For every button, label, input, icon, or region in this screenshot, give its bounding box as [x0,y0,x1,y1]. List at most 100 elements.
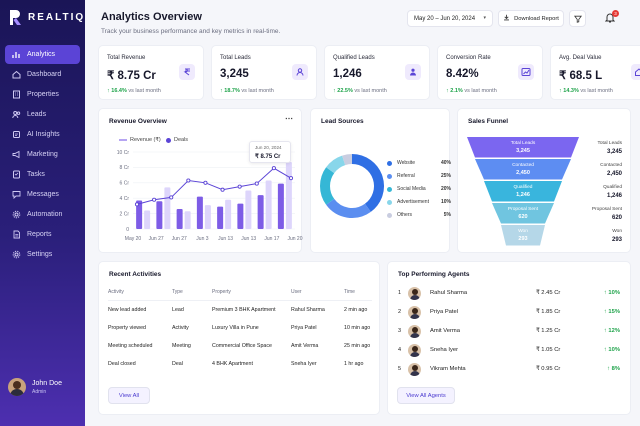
funnel-stage[interactable] [475,159,571,180]
table-cell: 1 hr ago [344,361,364,367]
deals-point[interactable] [271,166,276,171]
revenue-bar-secondary[interactable] [285,162,292,229]
revenue-bar[interactable] [217,206,224,229]
view-all-button[interactable]: View All [108,387,150,404]
donut-slice[interactable] [320,167,335,205]
kpi-card[interactable]: Total Leads 3,245 ↑ 18.7% vs last month [211,45,317,100]
view-all-agents-button[interactable]: View All Agents [397,387,455,404]
sidebar-item-settings[interactable]: Settings [5,245,80,264]
sidebar-item-messages[interactable]: Messages [5,185,80,204]
table-row[interactable]: New lead added Lead Premium 3 BHK Apartmen… [99,304,379,320]
revenue-bar[interactable] [237,203,244,229]
sidebar-item-ai-insights[interactable]: AI Insights [5,125,80,144]
x-tick-label: Jun 3 [196,236,208,242]
y-tick-label: 8 Cr [120,165,130,171]
donut-slice[interactable] [326,198,371,218]
deals-point[interactable] [237,184,242,189]
deals-point[interactable] [220,187,225,192]
revenue-bar-secondary[interactable] [225,199,232,229]
funnel-stage[interactable] [467,137,579,158]
lead-source-name: Website [397,160,415,166]
filter-button[interactable] [569,10,586,27]
deals-point[interactable] [152,197,157,202]
table-cell: New lead added [108,307,147,313]
funnel-stage[interactable] [501,225,545,246]
funnel-stage[interactable] [492,203,554,224]
sidebar-item-properties[interactable]: Properties [5,85,80,104]
recent-activities-title: Recent Activities [109,271,162,278]
sidebar-item-leads[interactable]: Leads [5,105,80,124]
kpi-card[interactable]: Qualified Leads 1,246 ↑ 22.5% vs last mont… [324,45,430,100]
table-row[interactable]: Deal closed Deal 4 BHK Apartment Sneha Iyer… [99,358,379,374]
date-range-picker[interactable]: May 20 – Jun 20, 2024 ▾ [407,10,493,27]
agent-row[interactable]: 3 Amit Verma ₹ 1.25 Cr ↑ 12% [398,323,620,341]
sidebar-item-marketing[interactable]: Marketing [5,145,80,164]
user-icon [292,64,308,80]
kpi-card[interactable]: Total Revenue ₹ 8.75 Cr ↑ 16.4% vs last mo… [98,45,204,100]
user-profile[interactable]: John Doe Admin [8,378,62,396]
download-report-button[interactable]: Download Report [498,10,564,27]
agent-delta: ↑ 8% [607,366,620,372]
lead-source-pct: 10% [440,199,451,205]
donut-slice[interactable] [326,155,346,174]
revenue-bar-secondary[interactable] [245,190,252,230]
funnel-stage-label: Qualified 1,246 [493,185,553,198]
sidebar-item-label: Analytics [27,51,56,58]
kpi-delta: ↑ 18.7% vs last month [220,88,274,94]
bell-icon [604,10,616,28]
deals-point[interactable] [169,195,174,200]
chart-tooltip: Jun 20, 2024 ₹ 8.75 Cr [249,141,291,163]
revenue-bar-secondary[interactable] [164,187,171,229]
donut-slice[interactable] [351,154,384,212]
legend-dot [387,187,392,192]
revenue-title: Revenue Overview [109,118,167,125]
funnel-side-label: Total Leads 3,245 [597,141,622,155]
deals-point[interactable] [254,181,259,186]
more-icon[interactable]: ⋯ [285,114,293,123]
agent-name: Vikram Mehta [430,366,466,372]
revenue-bar[interactable] [176,208,183,229]
funnel-side-name: Proposal Sent [591,207,622,212]
notifications-button[interactable]: 3 [603,10,619,28]
sidebar-item-label: Settings [27,251,53,258]
revenue-bar[interactable] [196,196,203,229]
revenue-bar-secondary[interactable] [144,210,151,229]
legend-deals-label: Deals [174,137,189,143]
agent-row[interactable]: 4 Sneha Iyer ₹ 1.05 Cr ↑ 10% [398,342,620,360]
table-cell: Meeting [172,343,191,349]
deals-point[interactable] [288,176,294,181]
sidebar-item-automation[interactable]: Automation [5,205,80,224]
kpi-label: Conversion Rate [446,55,491,61]
sidebar-item-analytics[interactable]: Analytics [5,45,80,64]
table-row[interactable]: Meeting scheduled Meeting Commercial Offic… [99,340,379,356]
funnel-stage-value: 2,450 [516,170,530,176]
deals-point[interactable] [186,178,191,183]
kpi-card[interactable]: Conversion Rate 8.42% ↑ 2.1% vs last month [437,45,543,100]
recent-activities-card: Recent Activities Activity Type Property Us… [98,261,380,415]
sidebar-item-reports[interactable]: Reports [5,225,80,244]
revenue-bar[interactable] [277,183,284,229]
revenue-bar[interactable] [136,200,143,229]
agent-row[interactable]: 2 Priya Patel ₹ 1.85 Cr ↑ 15% [398,304,620,322]
revenue-bar-secondary[interactable] [184,211,191,229]
agent-row[interactable]: 5 Vikram Mehta ₹ 0.95 Cr ↑ 8% [398,361,620,379]
brand[interactable]: REALTIQ [9,9,85,26]
revenue-bar[interactable] [156,201,163,229]
revenue-bar-secondary[interactable] [204,205,211,229]
donut-slice[interactable] [342,154,353,166]
lead-source-pct: 20% [440,186,451,192]
kpi-card[interactable]: Avg. Deal Value ₹ 68.5 L ↑ 14.3% vs last m… [550,45,640,100]
table-cell: Property viewed [108,325,146,331]
deals-point[interactable] [203,180,208,185]
revenue-bar[interactable] [257,195,264,229]
column-header: Type [172,289,183,295]
table-row[interactable]: Property viewed Activity Luxury Villa in P… [99,322,379,338]
revenue-bar-secondary[interactable] [265,180,272,229]
sidebar-item-tasks[interactable]: Tasks [5,165,80,184]
deals-point[interactable] [134,202,140,207]
sidebar-item-dashboard[interactable]: Dashboard [5,65,80,84]
funnel-stage[interactable] [484,181,562,202]
agent-row[interactable]: 1 Rahul Sharma ₹ 2.45 Cr ↑ 10% [398,285,620,303]
table-divider [108,300,372,301]
